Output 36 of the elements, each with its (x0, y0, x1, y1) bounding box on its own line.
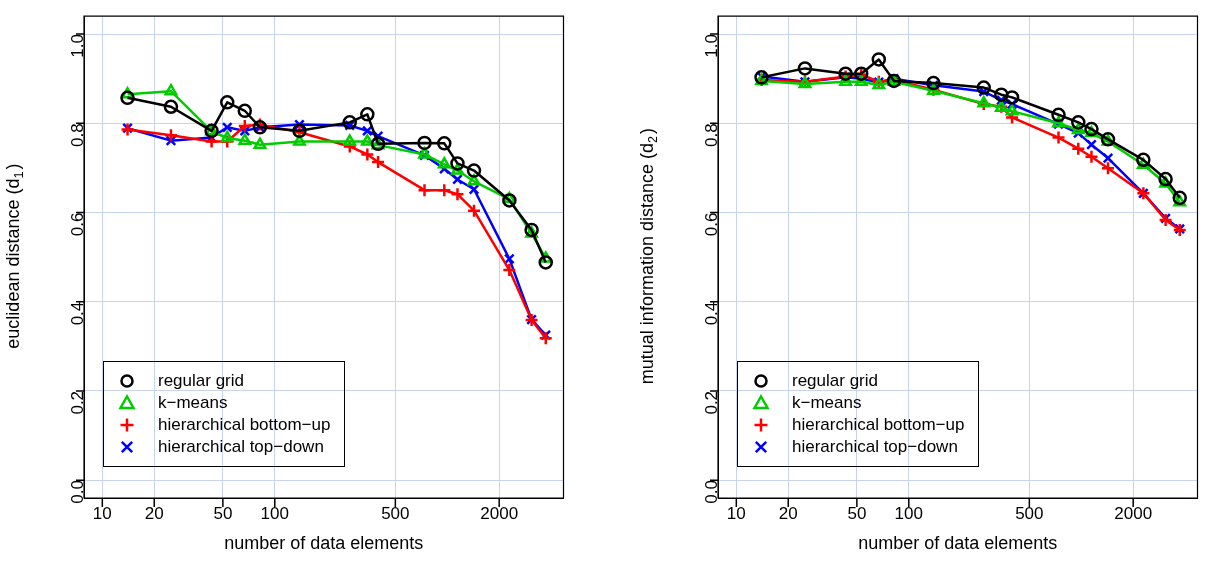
legend-label: hierarchical bottom−up (792, 414, 965, 436)
x-tick-label: 100 (260, 503, 289, 523)
y-tick-label: 0.4 (701, 301, 721, 326)
y-tick-label: 0.8 (701, 123, 721, 147)
x-tick-label: 50 (847, 503, 867, 523)
x-tick-label: 10 (92, 503, 112, 523)
y-axis-title: euclidean distance (d1) (2, 163, 26, 349)
x-tick-label: 20 (778, 503, 798, 523)
legend-label: regular grid (158, 370, 244, 392)
y-tick-label: 0.0 (67, 480, 87, 504)
x-tick-label: 50 (213, 503, 233, 523)
x-tick-label: 20 (144, 503, 164, 523)
x-tick-label: 10 (726, 503, 746, 523)
y-tick-label: 0.6 (67, 212, 87, 237)
y-tick-label: 0.2 (67, 390, 87, 415)
x-tick-label: 500 (381, 503, 410, 523)
legend-label: hierarchical top−down (792, 436, 958, 458)
y-tick-label: 0.0 (701, 480, 721, 504)
legend-label: k−means (792, 392, 862, 414)
legend-label: k−means (158, 392, 228, 414)
x-tick-label: 500 (1015, 503, 1044, 523)
legend-label: hierarchical bottom−up (158, 414, 331, 436)
x-tick-label: 2000 (480, 503, 519, 523)
x-tick-label: 100 (894, 503, 923, 523)
y-tick-label: 1.0 (701, 34, 721, 58)
x-axis-title: number of data elements (858, 532, 1058, 553)
y-tick-label: 0.8 (67, 123, 87, 147)
legend-label: hierarchical top−down (158, 436, 324, 458)
y-tick-label: 0.2 (701, 390, 721, 415)
x-tick-label: 2000 (1114, 503, 1153, 523)
y-axis-title: mutual information distance (d2) (636, 128, 660, 385)
y-tick-label: 0.4 (67, 301, 87, 326)
legend-label: regular grid (792, 370, 878, 392)
x-axis-title: number of data elements (224, 532, 424, 553)
y-tick-label: 1.0 (67, 34, 87, 58)
y-tick-label: 0.6 (701, 212, 721, 237)
